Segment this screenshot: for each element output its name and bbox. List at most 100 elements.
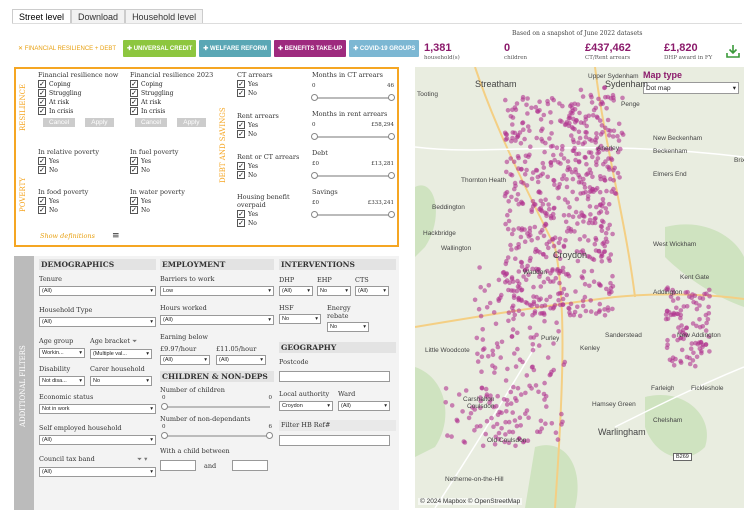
household-dot[interactable]: [592, 216, 597, 222]
household-dot[interactable]: [492, 370, 497, 375]
household-dot[interactable]: [508, 172, 513, 177]
slider-knob-min[interactable]: [311, 94, 318, 101]
household-dot[interactable]: [608, 252, 614, 257]
household-dot[interactable]: [523, 153, 529, 159]
household-dot[interactable]: [582, 234, 587, 239]
household-dot[interactable]: [584, 130, 589, 135]
household-dot[interactable]: [560, 103, 565, 109]
household-dot[interactable]: [505, 255, 511, 260]
household-dot[interactable]: [671, 333, 677, 339]
household-dot[interactable]: [599, 259, 605, 264]
household-dot[interactable]: [532, 224, 538, 230]
household-dot[interactable]: [599, 228, 605, 233]
household-dot[interactable]: [499, 339, 505, 345]
household-dot[interactable]: [519, 287, 525, 293]
household-dot[interactable]: [523, 390, 528, 396]
household-dot[interactable]: [512, 418, 518, 423]
household-dot[interactable]: [610, 273, 615, 279]
household-dot[interactable]: [519, 179, 524, 185]
household-dot[interactable]: [532, 311, 538, 316]
household-dot[interactable]: [567, 310, 572, 315]
slider-knob-min[interactable]: [311, 211, 318, 218]
household-dot[interactable]: [524, 266, 529, 272]
checkbox-rentct-yes[interactable]: ✓ Yes: [237, 162, 259, 170]
household-dot[interactable]: [594, 131, 599, 136]
checkbox-hb-yes[interactable]: ✓ Yes: [237, 210, 259, 218]
household-dot[interactable]: [504, 159, 510, 165]
household-dot[interactable]: [562, 197, 568, 202]
household-dot[interactable]: [583, 134, 589, 140]
household-dot[interactable]: [563, 121, 569, 127]
household-dot[interactable]: [607, 222, 612, 228]
theme-covid-groups[interactable]: ✚ COVID-19 GROUPS: [349, 40, 420, 57]
household-dot[interactable]: [472, 428, 477, 433]
household-dot[interactable]: [549, 421, 555, 426]
household-dot[interactable]: [529, 364, 535, 370]
household-dot[interactable]: [529, 207, 534, 212]
household-dot[interactable]: [581, 120, 587, 126]
household-dot[interactable]: [678, 360, 684, 365]
household-dot[interactable]: [498, 355, 503, 360]
household-dot[interactable]: [443, 386, 449, 391]
household-dot[interactable]: [591, 279, 597, 284]
household-dot[interactable]: [534, 332, 539, 338]
household-dot[interactable]: [520, 97, 526, 102]
household-dot[interactable]: [547, 294, 553, 300]
household-dot[interactable]: [556, 329, 561, 334]
household-dot[interactable]: [580, 94, 586, 99]
hsf-select[interactable]: No ▾: [279, 314, 321, 324]
hb-ref-input[interactable]: [279, 435, 390, 446]
household-dot[interactable]: [600, 197, 606, 202]
household-dot[interactable]: [530, 170, 536, 175]
household-dot[interactable]: [541, 112, 547, 118]
household-dot[interactable]: [596, 248, 602, 254]
household-dot[interactable]: [480, 443, 486, 449]
household-dot[interactable]: [479, 385, 485, 391]
household-dot[interactable]: [524, 373, 530, 378]
household-dot[interactable]: [572, 101, 577, 107]
household-dot[interactable]: [683, 290, 688, 295]
household-dot[interactable]: [504, 278, 510, 283]
household-dot[interactable]: [588, 212, 593, 217]
checkbox-fr-2023-at-risk[interactable]: ✓ At risk: [130, 98, 162, 106]
household-dot[interactable]: [570, 176, 576, 182]
household-dot[interactable]: [544, 404, 549, 409]
household-dot[interactable]: [555, 437, 561, 442]
household-dot[interactable]: [542, 149, 547, 155]
household-dot[interactable]: [557, 280, 562, 286]
household-dot[interactable]: [494, 421, 500, 427]
household-dot[interactable]: [532, 202, 537, 207]
household-dot[interactable]: [522, 172, 528, 177]
household-dot[interactable]: [530, 266, 535, 272]
postcode-input[interactable]: [279, 371, 390, 382]
household-dot[interactable]: [493, 434, 499, 440]
household-dot[interactable]: [706, 304, 711, 310]
household-dot[interactable]: [518, 141, 524, 146]
household-dot[interactable]: [505, 108, 511, 113]
household-dot[interactable]: [603, 230, 609, 236]
checkbox-food-no[interactable]: ✓ No: [38, 206, 58, 214]
household-dot[interactable]: [520, 120, 526, 125]
household-dot[interactable]: [705, 317, 711, 322]
household-dot[interactable]: [572, 229, 577, 234]
household-dot[interactable]: [535, 235, 540, 241]
household-dot[interactable]: [617, 175, 622, 180]
theme-financial-resilience[interactable]: ✕ FINANCIAL RESILIENCE + DEBT: [18, 46, 116, 52]
household-dot[interactable]: [484, 305, 490, 310]
household-dot[interactable]: [541, 165, 547, 170]
household-dot[interactable]: [514, 423, 520, 429]
household-dot[interactable]: [504, 402, 510, 407]
household-dot[interactable]: [690, 292, 695, 297]
household-dot[interactable]: [605, 226, 611, 231]
household-dot[interactable]: [538, 296, 543, 301]
household-dot[interactable]: [607, 289, 612, 294]
household-dot[interactable]: [557, 118, 563, 123]
household-dot[interactable]: [693, 340, 698, 346]
household-dot[interactable]: [620, 132, 626, 137]
household-dot[interactable]: [552, 182, 557, 187]
household-dot[interactable]: [598, 143, 604, 149]
household-dot[interactable]: [540, 160, 546, 166]
household-dot[interactable]: [496, 277, 502, 283]
household-dot[interactable]: [509, 231, 515, 237]
household-dot[interactable]: [505, 212, 510, 218]
